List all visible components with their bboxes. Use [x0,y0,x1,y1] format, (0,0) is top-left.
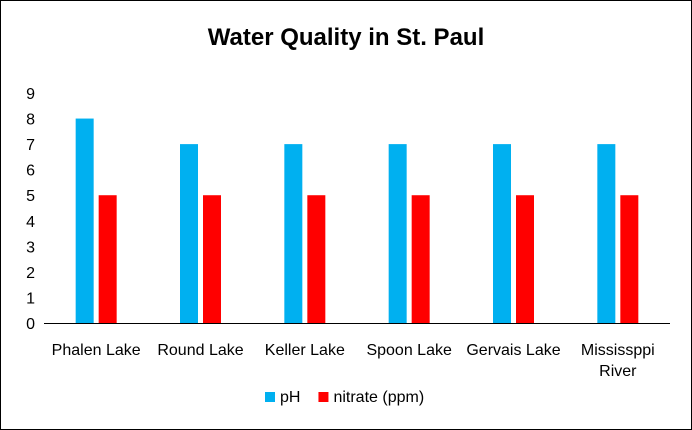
legend: pH nitrate (ppm) [265,389,424,406]
bar-nitrate [516,195,534,323]
bar-ph [597,144,616,323]
legend-swatch [265,392,275,402]
y-tick-label: 1 [26,290,35,307]
x-tick-label: Mississppi [581,342,655,359]
y-tick-label: 9 [26,86,35,103]
bar-nitrate [620,195,639,323]
y-tick-label: 4 [26,214,35,231]
bar-nitrate [203,195,221,323]
x-tick-label: Round Lake [157,342,243,359]
bar-ph [388,144,407,323]
bar-ph [284,144,303,323]
x-axis: Phalen Lake Round Lake Keller Lake Spoon La… [52,342,655,380]
legend-swatch [318,392,329,402]
x-tick-label: Gervais Lake [466,342,560,359]
bar-nitrate [307,195,326,323]
y-tick-label: 2 [26,265,35,282]
x-tick-label: Phalen Lake [52,342,141,359]
plot-area [75,118,639,323]
bar-nitrate [98,195,117,323]
x-tick-label: River [599,363,637,380]
bar-ph [180,144,198,323]
y-tick-label: 0 [26,316,35,333]
y-axis: 0 1 2 3 4 5 6 7 8 9 [26,86,35,333]
y-tick-label: 8 [26,112,35,129]
y-tick-label: 6 [26,163,35,180]
y-tick-label: 5 [26,188,35,205]
y-tick-label: 3 [26,239,35,256]
legend-label: pH [280,389,300,406]
bar-ph [75,118,94,323]
chart-title: Water Quality in St. Paul [208,24,485,51]
legend-label: nitrate (ppm) [333,389,424,406]
bar-ph [493,144,511,323]
x-tick-label: Spoon Lake [366,342,452,359]
bar-nitrate [411,195,430,323]
x-tick-label: Keller Lake [265,342,345,359]
y-tick-label: 7 [26,137,35,154]
